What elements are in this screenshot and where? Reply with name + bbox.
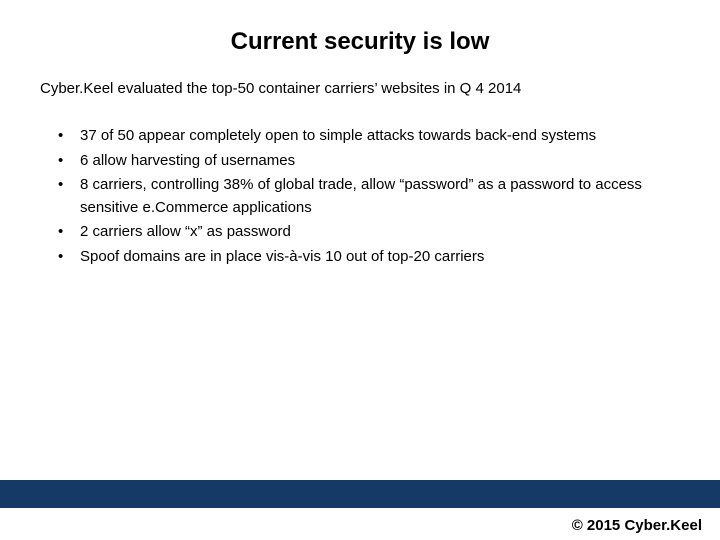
list-item: 6 allow harvesting of usernames [58, 150, 680, 173]
list-item: 37 of 50 appear completely open to simpl… [58, 125, 680, 148]
list-item: 2 carriers allow “x” as password [58, 221, 680, 244]
slide-title: Current security is low [0, 0, 720, 56]
bullet-list: 37 of 50 appear completely open to simpl… [0, 97, 720, 268]
footer-bar [0, 480, 720, 508]
copyright-text: © 2015 Cyber.Keel [572, 517, 702, 534]
slide-subtitle: Cyber.Keel evaluated the top-50 containe… [0, 56, 720, 97]
slide: Current security is low Cyber.Keel evalu… [0, 0, 720, 540]
list-item: Spoof domains are in place vis-à-vis 10 … [58, 246, 680, 269]
list-item: 8 carriers, controlling 38% of global tr… [58, 174, 680, 219]
